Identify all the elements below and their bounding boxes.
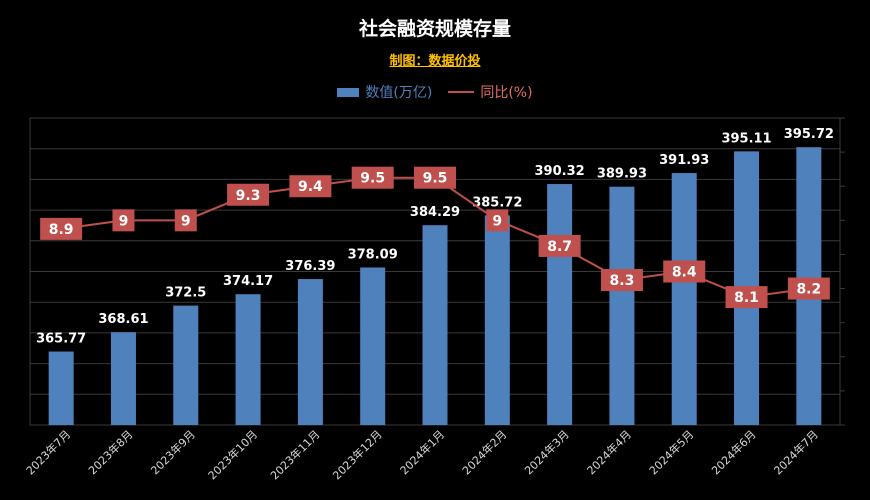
bar [235,294,261,425]
legend-line-label: 同比(%) [480,85,533,101]
legend-bar-swatch [337,87,360,97]
legend-item-line: 同比(%) [448,82,533,102]
yoy-label-box [174,209,197,232]
bar-value-label: 368.61 [98,312,148,327]
bar [547,184,573,425]
bar-value-label: 378.09 [348,247,398,262]
yoy-label-box [40,217,83,240]
yoy-value-label: 9.4 [298,179,323,195]
yoy-value-label: 9 [119,213,129,229]
x-tick-label: 2024年5月 [646,427,696,477]
bar [48,351,74,425]
yoy-value-label: 8.1 [734,290,759,306]
legend-bar-label: 数值(万亿) [365,85,433,101]
bar-value-label: 390.32 [535,164,585,179]
bar-value-label: 389.93 [597,167,647,182]
chart-subtitle: 制图：数据价投 [389,54,481,69]
chart-title: 社会融资规模存量 [358,18,511,40]
x-tick-label: 2024年3月 [522,427,572,477]
x-tick-label: 2023年11月 [267,427,322,482]
yoy-value-label: 9 [492,213,502,229]
yoy-label-box [227,183,270,206]
yoy-value-label: 8.4 [672,265,697,281]
yoy-value-label: 9 [181,213,191,229]
bar [484,215,510,425]
x-tick-label: 2023年9月 [148,427,198,477]
yoy-label-box [486,209,509,232]
bar-value-label: 372.5 [165,286,206,301]
yoy-value-label: 9.3 [236,188,261,204]
x-tick-label: 2024年6月 [708,427,758,477]
bar-value-label: 395.11 [721,131,771,146]
yoy-value-label: 9.5 [423,171,448,187]
yoy-label-box [725,286,768,309]
x-tick-label: 2024年2月 [459,427,509,477]
yoy-label-box [414,166,456,189]
bar-value-label: 385.72 [472,195,522,210]
yoy-label-box [112,209,135,232]
bar-value-label: 374.17 [223,274,273,289]
yoy-label-box [289,175,332,198]
bar-value-label: 395.72 [784,127,834,142]
bar [110,332,136,425]
x-tick-label: 2023年10月 [205,427,260,482]
bar [173,305,199,425]
yoy-label-box [787,277,830,300]
yoy-label-box [600,269,643,292]
x-tick-label: 2024年4月 [584,427,634,477]
yoy-label-box [538,234,581,257]
yoy-value-label: 9.5 [360,171,385,187]
bar [360,267,386,425]
bar [609,186,635,425]
yoy-label-box [663,260,706,283]
bar [422,225,448,425]
bar-value-label: 365.77 [36,332,86,347]
yoy-value-label: 8.2 [796,282,821,298]
bar-value-label: 391.93 [659,153,709,168]
bar [297,279,323,425]
legend: 数值(万亿) 同比(%) [0,82,870,102]
yoy-label-box [351,166,394,189]
bar [671,173,697,425]
bar-value-label: 376.39 [285,259,335,274]
x-tick-label: 2023年7月 [23,427,73,477]
x-tick-label: 2024年7月 [771,427,821,477]
x-tick-label: 2023年12月 [330,427,385,482]
x-tick-label: 2024年1月 [397,427,447,477]
bar-value-label: 384.29 [410,205,460,220]
legend-item-bar: 数值(万亿) [337,82,432,102]
legend-line-swatch [448,91,475,93]
yoy-value-label: 8.7 [547,239,572,255]
x-tick-label: 2023年8月 [85,427,135,477]
yoy-value-label: 8.3 [610,273,635,289]
yoy-value-label: 8.9 [49,222,74,238]
